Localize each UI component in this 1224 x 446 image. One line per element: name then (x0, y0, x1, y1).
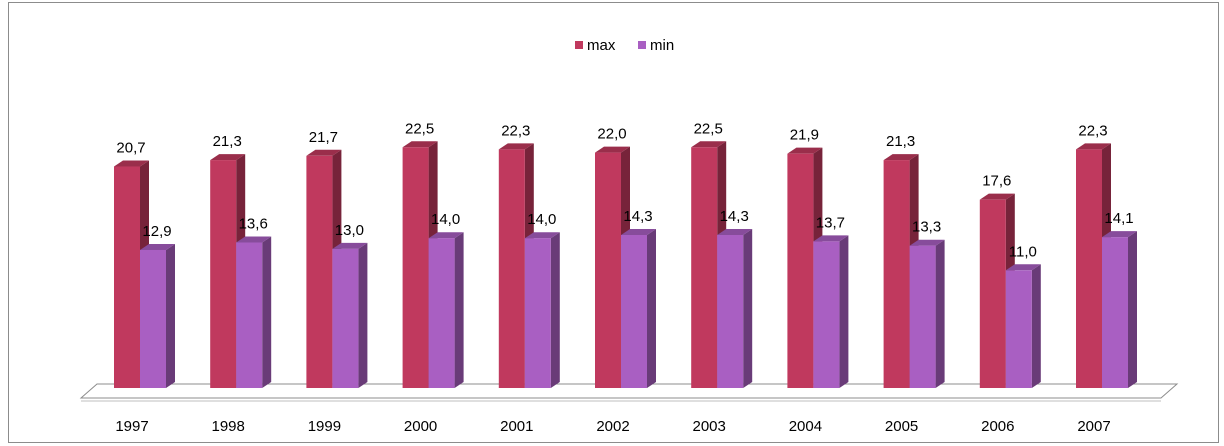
data-label-max-1998: 21,3 (213, 133, 242, 150)
legend-entry-min: min (650, 37, 674, 54)
x-tick-2001: 2001 (500, 418, 533, 435)
bar-min-2003 (717, 228, 753, 388)
data-label-max-2000: 22,5 (405, 120, 434, 137)
bar-min-2001 (524, 232, 560, 388)
x-tick-2004: 2004 (789, 418, 822, 435)
data-label-min-1997: 12,9 (142, 223, 171, 240)
bar-min-1999 (332, 242, 368, 388)
x-tick-1999: 1999 (308, 418, 341, 435)
data-label-max-2004: 21,9 (790, 127, 819, 144)
x-tick-2006: 2006 (981, 418, 1014, 435)
bar-min-2004 (813, 235, 849, 388)
chart-frame: max min 20,7 12,9 21,3 13,6 21,7 13,0 22,5 14,0 2… (8, 2, 1219, 443)
legend-entry-max: max (587, 37, 616, 54)
bar-min-2006 (1005, 264, 1041, 388)
bar-min-2007 (1102, 231, 1137, 388)
data-label-max-2006: 17,6 (982, 173, 1011, 190)
data-label-min-2003: 14,3 (720, 208, 749, 225)
data-label-min-2006: 11,0 (1009, 243, 1037, 260)
data-label-min-2007: 14,1 (1104, 210, 1133, 227)
bar-max-2000 (402, 141, 438, 388)
legend-swatch-min (638, 41, 646, 49)
chart-svg: max min 20,712,921,313,621,713,022,514,02… (79, 37, 1179, 435)
legend-swatch-max (575, 41, 583, 49)
x-tick-1997: 1997 (115, 418, 148, 435)
bars (114, 141, 1137, 388)
bar-min-2002 (621, 228, 656, 388)
bar-min-2000 (428, 232, 464, 388)
bar-min-1997 (140, 243, 175, 388)
x-tick-2003: 2003 (693, 418, 726, 435)
data-label-max-2007: 22,3 (1078, 122, 1107, 139)
data-label-min-2000: 14,0 (431, 211, 460, 228)
x-tick-2005: 2005 (885, 418, 918, 435)
bar-min-1998 (236, 236, 272, 388)
data-label-max-1999: 21,7 (309, 129, 338, 146)
data-label-min-2001: 14,0 (527, 211, 556, 228)
x-tick-2000: 2000 (404, 418, 437, 435)
x-tick-2002: 2002 (596, 418, 629, 435)
data-label-min-2005: 13,3 (912, 219, 941, 236)
data-label-max-2001: 22,3 (501, 122, 530, 139)
x-axis-tick-labels: 1997 1998 1999 2000 2001 2002 2003 2004 2005 2006… (115, 418, 1110, 435)
data-label-min-2002: 14,3 (623, 208, 652, 225)
data-label-max-1997: 20,7 (116, 140, 145, 157)
x-tick-2007: 2007 (1077, 418, 1110, 435)
legend: max min (575, 37, 674, 54)
x-tick-1998: 1998 (212, 418, 245, 435)
data-label-max-2005: 21,3 (886, 133, 915, 150)
data-label-max-2002: 22,0 (597, 126, 626, 143)
bar-min-2005 (909, 239, 945, 388)
data-label-min-2004: 13,7 (816, 214, 845, 231)
data-label-max-2003: 22,5 (694, 120, 723, 137)
data-label-min-1999: 13,0 (335, 222, 364, 239)
data-labels: 20,7 12,9 21,3 13,6 21,7 13,0 22,5 14,0 22,3 14,0… (116, 120, 1133, 260)
data-label-min-1998: 13,6 (239, 215, 268, 232)
